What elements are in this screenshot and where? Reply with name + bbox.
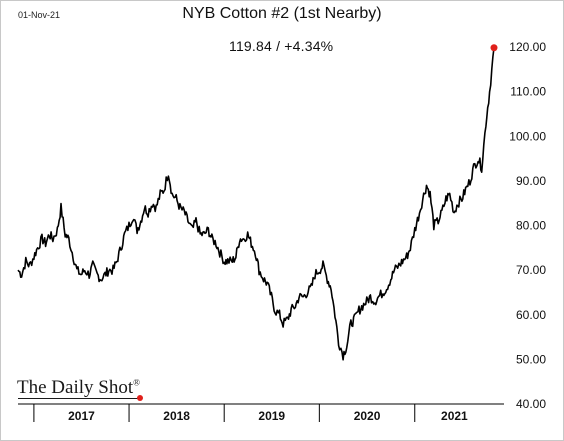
chart-title: NYB Cotton #2 (1st Nearby)	[182, 5, 382, 22]
y-tick-label: 120.00	[509, 40, 546, 54]
date-label: 01-Nov-21	[18, 10, 61, 20]
last-point-marker	[490, 44, 498, 52]
brand-dot	[137, 395, 143, 401]
x-tick-label: 2019	[258, 409, 285, 423]
x-tick-label: 2021	[441, 409, 468, 423]
y-tick-label: 100.00	[509, 129, 546, 143]
y-axis: 40.00 50.00 60.00 70.00 80.00 90.00 100.00 110.…	[509, 40, 546, 411]
brand-mark: ®	[133, 377, 140, 388]
y-tick-label: 40.00	[516, 397, 546, 411]
y-tick-label: 90.00	[516, 174, 546, 188]
brand-logo: The Daily Shot®	[17, 377, 140, 399]
y-tick-label: 110.00	[510, 85, 546, 99]
y-tick-label: 70.00	[516, 263, 546, 277]
x-axis: 2017 2018 2019 2020 2021	[18, 403, 504, 423]
y-tick-label: 60.00	[516, 308, 546, 322]
last-value-readout: 119.84 / +4.34%	[229, 38, 334, 54]
series-line	[17, 47, 495, 361]
x-tick-label: 2020	[354, 409, 381, 423]
y-tick-label: 50.00	[516, 352, 546, 366]
x-tick-label: 2018	[163, 409, 190, 423]
brand-name: The Daily Shot	[17, 377, 134, 398]
y-tick-label: 80.00	[516, 219, 546, 233]
brand-underline	[18, 398, 140, 399]
x-tick-label: 2017	[68, 409, 95, 423]
